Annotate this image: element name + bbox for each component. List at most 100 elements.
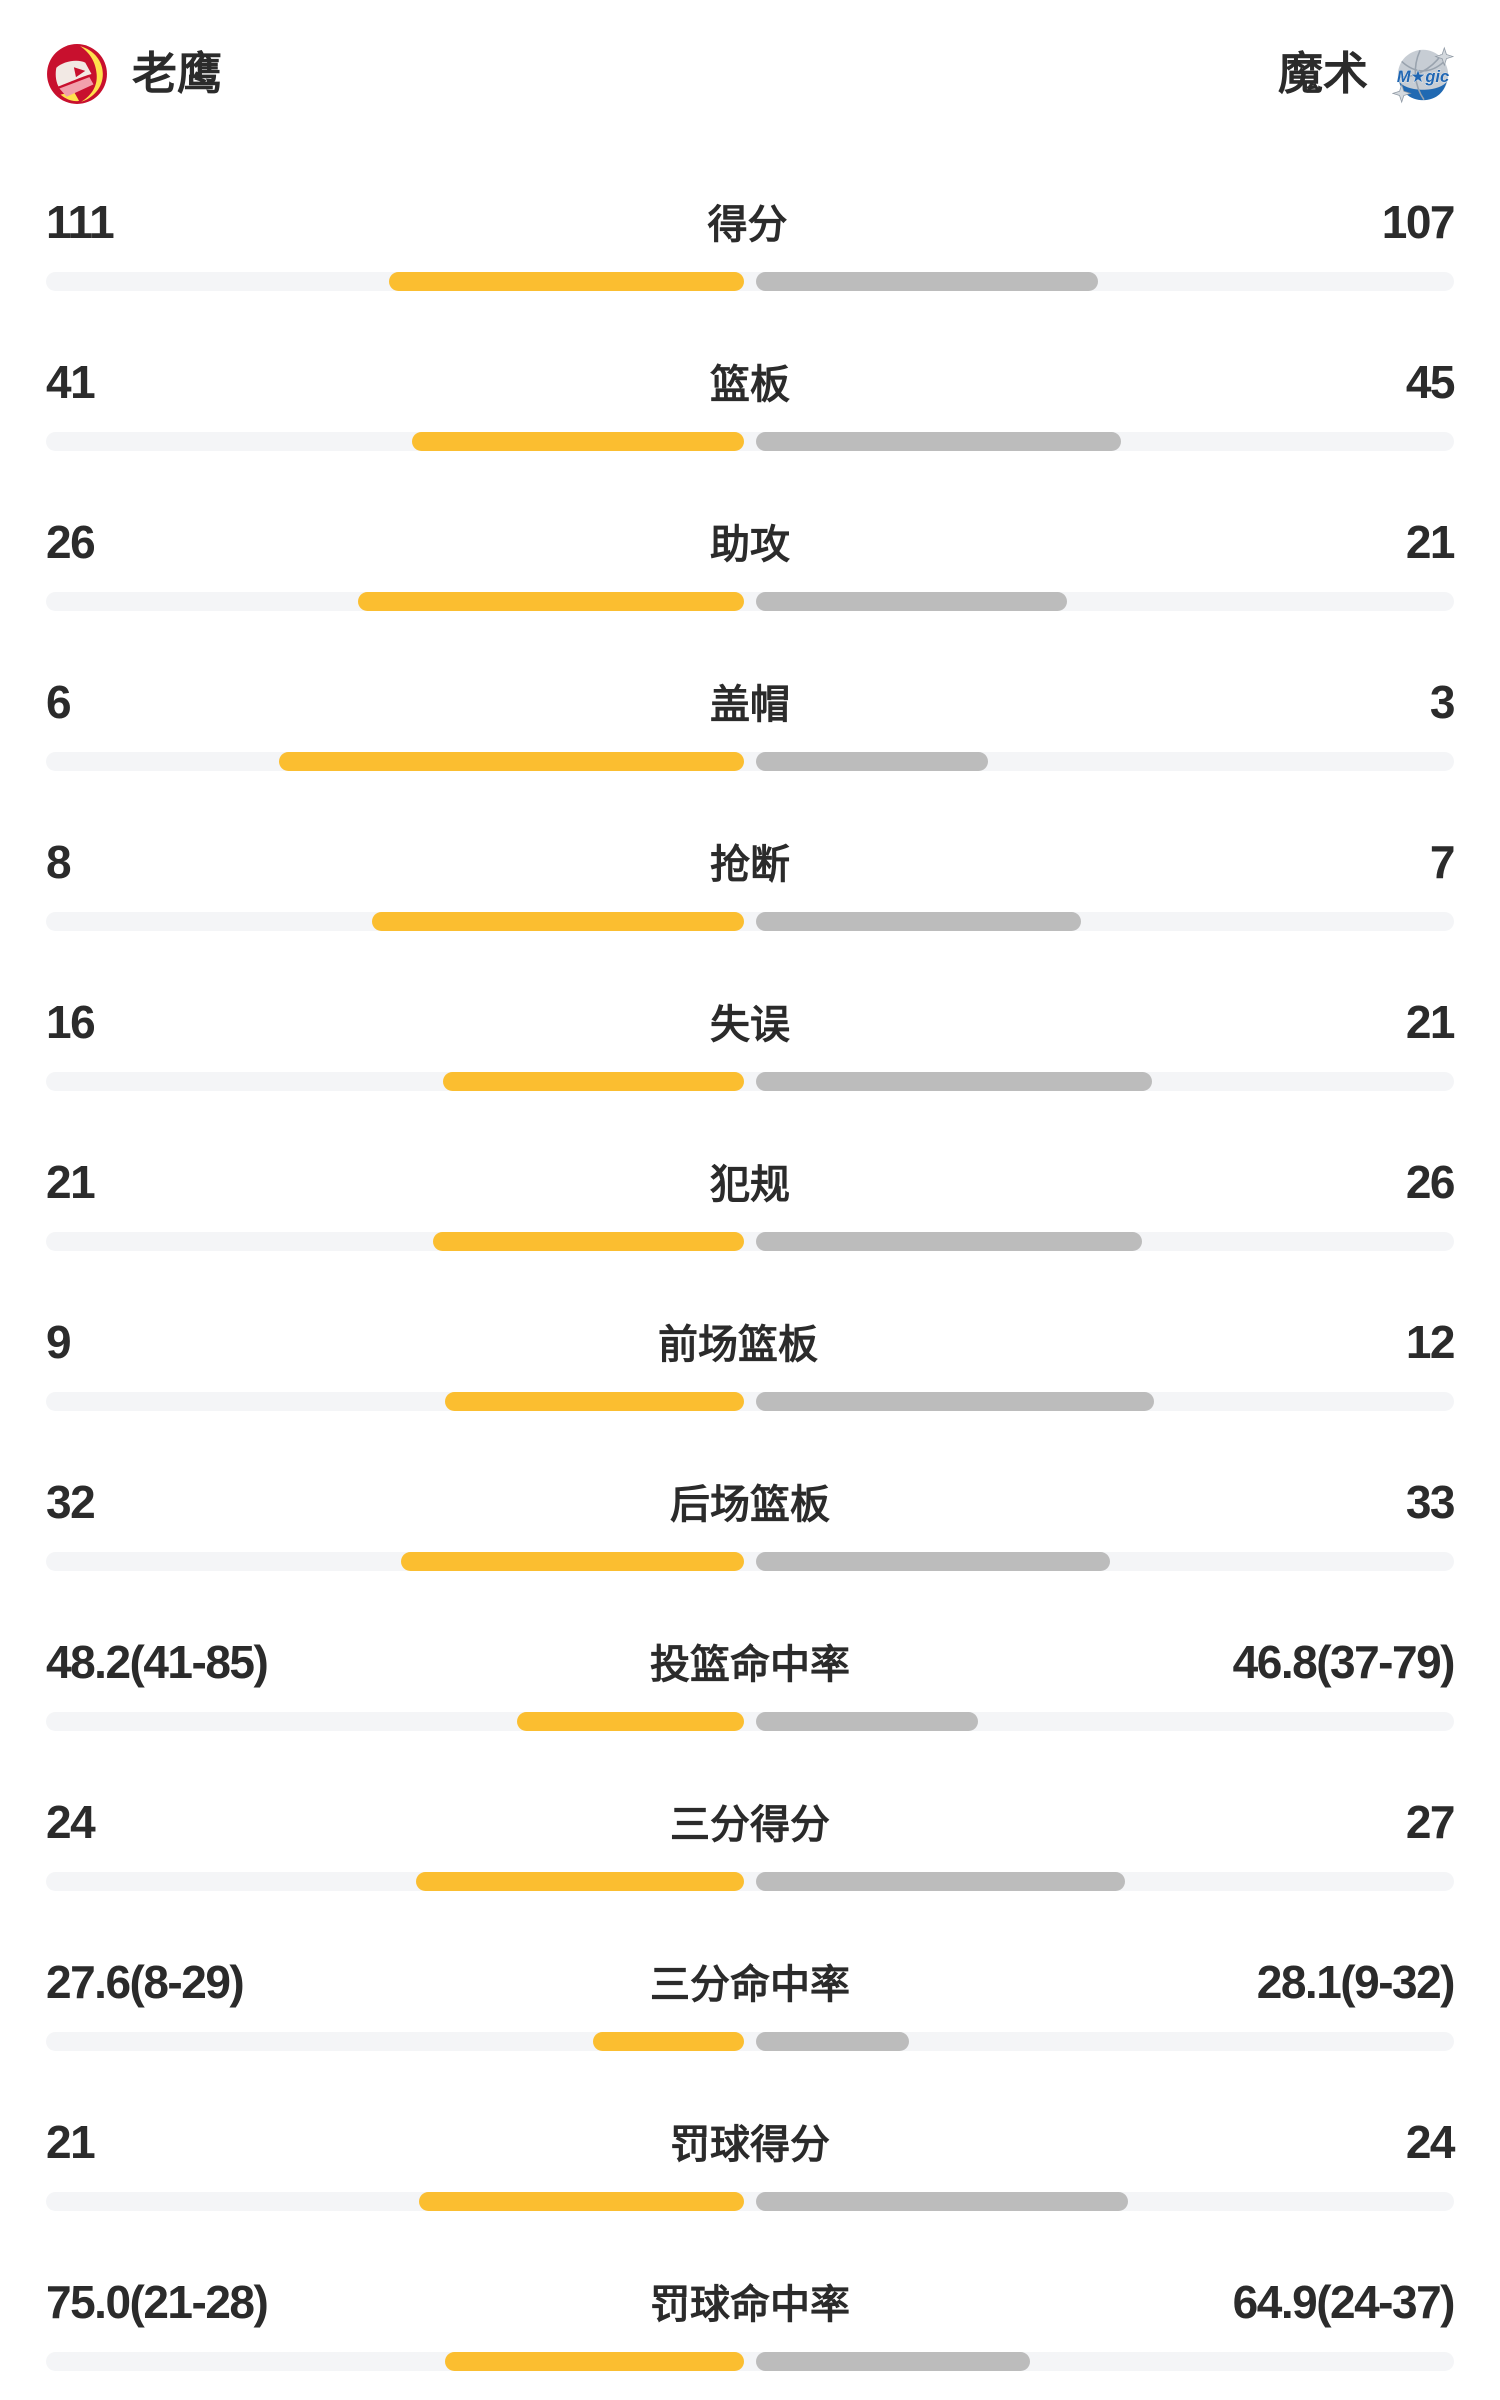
stat-line: 27.6(8-29) 三分命中率 28.1(9-32)	[46, 1891, 1456, 2013]
stat-away-value: 107	[1381, 196, 1456, 248]
bar-track	[46, 1872, 1454, 1891]
stat-line: 8 抢断 7	[46, 771, 1456, 893]
stat-away-value: 46.8(37-79)	[1232, 1636, 1456, 1688]
bar-track	[46, 592, 1454, 611]
away-team-name: 魔术	[1277, 48, 1368, 99]
stat-row: 26 助攻 21	[46, 451, 1456, 611]
bar-away	[756, 752, 988, 771]
bar-home	[401, 1552, 744, 1571]
stat-label: 盖帽	[710, 683, 790, 727]
stat-line: 21 罚球得分 24	[46, 2051, 1456, 2173]
bar-track	[46, 1392, 1454, 1411]
bar-away	[756, 1392, 1154, 1411]
stat-away-value: 24	[1405, 2116, 1456, 2168]
stat-home-value: 9	[46, 1316, 72, 1368]
stat-line: 21 犯规 26	[46, 1091, 1456, 1213]
stat-home-value: 32	[46, 1476, 96, 1528]
stat-row: 75.0(21-28) 罚球命中率 64.9(24-37)	[46, 2211, 1456, 2371]
bar-home	[416, 1872, 744, 1891]
magic-logo: M★gic	[1392, 46, 1454, 104]
stat-away-value: 3	[1429, 676, 1456, 728]
stat-label: 犯规	[710, 1163, 790, 1207]
stat-row: 6 盖帽 3	[46, 611, 1456, 771]
stat-home-value: 48.2(41-85)	[46, 1636, 269, 1688]
svg-text:M★gic: M★gic	[1397, 68, 1449, 86]
stat-line: 24 三分得分 27	[46, 1731, 1456, 1853]
stat-row: 21 犯规 26	[46, 1091, 1456, 1251]
bar-home	[445, 2352, 744, 2371]
stat-label: 助攻	[710, 523, 790, 567]
stat-label: 罚球命中率	[650, 2283, 850, 2327]
stat-away-value: 12	[1405, 1316, 1456, 1368]
bar-track	[46, 912, 1454, 931]
stat-home-value: 41	[46, 356, 96, 408]
bar-track	[46, 2032, 1454, 2051]
bar-home	[372, 912, 744, 931]
bar-away	[756, 1552, 1110, 1571]
stat-row: 9 前场篮板 12	[46, 1251, 1456, 1411]
stat-away-value: 33	[1405, 1476, 1456, 1528]
stat-label: 罚球得分	[670, 2123, 830, 2167]
bar-away	[756, 1712, 978, 1731]
bar-track	[46, 2352, 1454, 2371]
stat-home-value: 21	[46, 2116, 96, 2168]
home-team-name: 老鹰	[132, 48, 223, 99]
stat-label: 三分命中率	[650, 1963, 850, 2007]
stat-label: 篮板	[710, 363, 790, 407]
stat-row: 27.6(8-29) 三分命中率 28.1(9-32)	[46, 1891, 1456, 2051]
stat-home-value: 8	[46, 836, 72, 888]
stat-line: 16 失误 21	[46, 931, 1456, 1053]
stat-line: 111 得分 107	[46, 131, 1456, 253]
stat-home-value: 6	[46, 676, 72, 728]
bar-track	[46, 1232, 1454, 1251]
bar-away	[756, 1872, 1125, 1891]
bar-home	[279, 752, 744, 771]
stat-label: 三分得分	[670, 1803, 830, 1847]
bar-home	[389, 272, 744, 291]
stat-label: 投篮命中率	[650, 1643, 850, 1687]
stat-line: 41 篮板 45	[46, 291, 1456, 413]
stat-home-value: 27.6(8-29)	[46, 1956, 245, 2008]
stat-home-value: 16	[46, 996, 96, 1048]
stat-line: 32 后场篮板 33	[46, 1411, 1456, 1533]
stat-home-value: 21	[46, 1156, 96, 1208]
stat-line: 26 助攻 21	[46, 451, 1456, 573]
stat-away-value: 28.1(9-32)	[1256, 1956, 1456, 2008]
bar-track	[46, 1712, 1454, 1731]
stat-row: 32 后场篮板 33	[46, 1411, 1456, 1571]
stat-label: 后场篮板	[670, 1483, 830, 1527]
stat-home-value: 24	[46, 1796, 96, 1848]
bar-away	[756, 1232, 1142, 1251]
stat-away-value: 64.9(24-37)	[1232, 2276, 1456, 2328]
stat-away-value: 27	[1405, 1796, 1456, 1848]
stat-home-value: 111	[46, 196, 115, 248]
bar-track	[46, 2192, 1454, 2211]
bar-away	[756, 2032, 909, 2051]
stat-away-value: 21	[1405, 996, 1456, 1048]
bar-track	[46, 1072, 1454, 1091]
bar-home	[358, 592, 744, 611]
stat-label: 得分	[707, 203, 788, 247]
stat-home-value: 26	[46, 516, 96, 568]
header: 老鹰 魔术 M★gic	[0, 0, 1500, 106]
bar-away	[756, 272, 1098, 291]
away-team: 魔术 M★gic	[1278, 42, 1454, 106]
stats-list: 111 得分 107 41 篮板 45 26 助攻 21	[0, 106, 1500, 2371]
bar-away	[756, 432, 1121, 451]
bar-track	[46, 272, 1454, 291]
stat-row: 111 得分 107	[46, 131, 1456, 291]
hawks-logo	[47, 44, 107, 104]
stat-row: 16 失误 21	[46, 931, 1456, 1091]
bar-home	[593, 2032, 744, 2051]
bar-away	[756, 1072, 1152, 1091]
stat-row: 41 篮板 45	[46, 291, 1456, 451]
bar-home	[445, 1392, 744, 1411]
stat-away-value: 21	[1405, 516, 1456, 568]
stat-away-value: 7	[1429, 836, 1456, 888]
bar-away	[756, 592, 1067, 611]
stat-line: 75.0(21-28) 罚球命中率 64.9(24-37)	[46, 2211, 1456, 2333]
stat-row: 21 罚球得分 24	[46, 2051, 1456, 2211]
stat-label: 前场篮板	[657, 1323, 818, 1367]
stat-line: 6 盖帽 3	[46, 611, 1456, 733]
